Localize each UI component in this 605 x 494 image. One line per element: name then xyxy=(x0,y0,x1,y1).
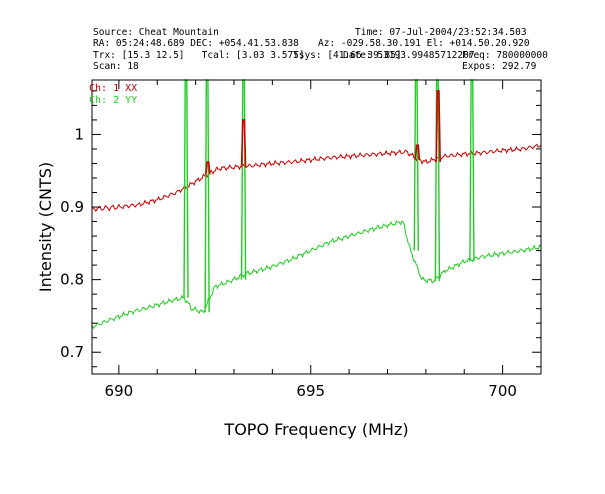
plot-frame xyxy=(91,79,542,375)
spike-2 xyxy=(204,79,210,313)
y-tick-label: 0.7 xyxy=(60,343,84,361)
spikes-layer xyxy=(183,79,475,313)
y-tick-label: 0.9 xyxy=(60,198,84,216)
header-expos: Expos: 292.79 xyxy=(462,61,537,72)
spike-10 xyxy=(435,90,441,163)
legend-entry-1: Ch: 1 XX xyxy=(89,83,137,94)
y-tick-label: 1 xyxy=(74,125,84,143)
y-tick-label: 0.8 xyxy=(60,271,84,289)
header-trx-tcal: Trx: [15.3 12.5] Tcal: [3.03 3.575] xyxy=(93,50,305,61)
x-tick-label: 690 xyxy=(105,382,134,400)
series-line-2 xyxy=(91,220,542,330)
spike-3 xyxy=(240,79,247,280)
header-az-el: Az: -029.58.30.191 El: +014.50.20.920 xyxy=(318,38,530,49)
x-tick-label: 695 xyxy=(296,382,325,400)
header-scan: Scan: 18 xyxy=(93,61,139,72)
header-ra-dec: RA: 05:24:48.689 DEC: +054.41.53.838 xyxy=(93,38,299,49)
x-axis-title: TOPO Frequency (MHz) xyxy=(223,420,408,439)
spike-7 xyxy=(205,161,211,175)
traces-layer xyxy=(91,143,542,330)
x-tick-label: 700 xyxy=(488,382,517,400)
header-time: Time: 07-Jul-2004/23:52:34.503 xyxy=(355,27,527,38)
spike-4 xyxy=(413,79,419,251)
ticks-layer: 690 695 700 0.7 0.8 0.9 1 xyxy=(60,80,542,400)
y-axis-title: Intensity (CNTS) xyxy=(36,162,55,292)
spike-8 xyxy=(240,119,247,168)
series-line-1 xyxy=(91,143,542,213)
spike-6 xyxy=(469,79,475,262)
header-tsys: Tsys: [41.66 39.85] xyxy=(293,50,402,61)
legend-entry-2: Ch: 2 YY xyxy=(89,95,137,106)
spike-9 xyxy=(414,144,421,160)
header-source: Source: Cheat Mountain xyxy=(93,27,219,38)
header-date: Date: 53193.99485712207 xyxy=(343,50,475,61)
header-freq: Freq: 780000000 xyxy=(462,50,548,61)
